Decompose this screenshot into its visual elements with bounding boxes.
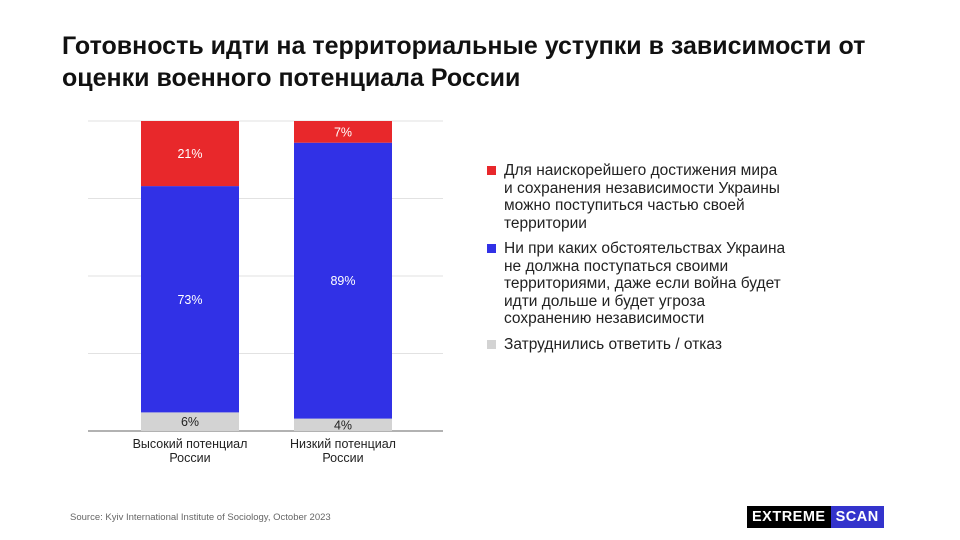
legend-swatch-blue [487,244,496,253]
source-note: Source: Kyiv International Institute of … [70,512,331,523]
legend-item-no-concessions: Ни при каких обстоятельствах Украина не … [487,240,787,328]
legend-label-no-concessions: Ни при каких обстоятельствах Украина не … [504,240,786,327]
chart-title: Готовность идти на территориальные уступ… [62,32,866,92]
logo-part-extreme: EXTREME [747,506,831,528]
legend-swatch-red [487,166,496,175]
x-tick-label: Низкий потенциал [290,437,396,451]
brand-logo: EXTREME SCAN [747,506,884,528]
legend-item-no-answer: Затруднились ответить / отказ [487,336,787,354]
bar-segment [294,142,392,419]
data-label: 7% [334,125,352,139]
legend-swatch-gray [487,339,496,349]
x-tick-label: Высокий потенциал [133,437,248,451]
bar-segment [141,121,239,187]
data-label: 89% [330,274,355,288]
x-tick-label: России [169,451,210,465]
legend-label-no-answer: Затруднились ответить / отказ [504,335,722,353]
legend-label-concede: Для наискорейшего достижения мира и сохр… [504,162,780,232]
bar-segment [141,412,239,431]
bar-segment [294,121,392,143]
data-label: 6% [181,415,199,429]
bar-segment [294,418,392,431]
x-tick-label: России [322,451,363,465]
data-label: 4% [334,418,352,432]
logo-part-scan: SCAN [830,506,884,528]
legend-item-concede: Для наискорейшего достижения мира и сохр… [487,162,787,232]
data-label: 21% [177,147,202,161]
data-label: 73% [177,293,202,307]
chart-legend: Для наискорейшего достижения мира и сохр… [487,162,787,361]
bar-segment [141,186,239,413]
